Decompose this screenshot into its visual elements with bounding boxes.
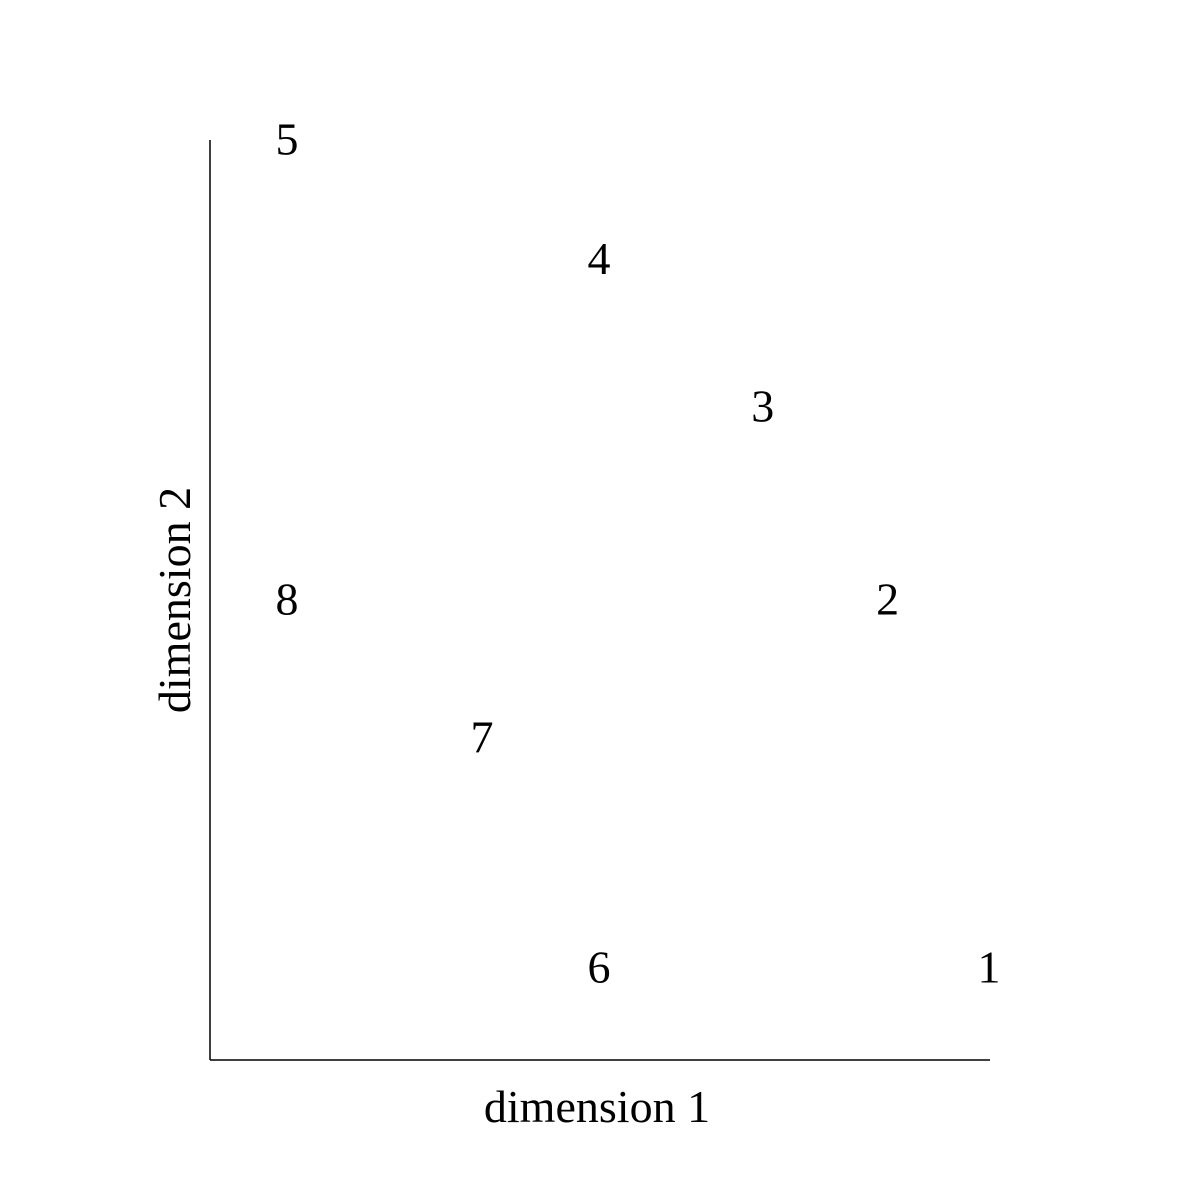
point-label-8: 8 — [276, 574, 299, 625]
y-axis-title: dimension 2 — [149, 487, 200, 713]
point-label-5: 5 — [276, 114, 299, 165]
point-label-2: 2 — [876, 574, 899, 625]
point-label-4: 4 — [588, 233, 611, 284]
points-layer: 1 2 3 4 5 6 7 8 — [276, 114, 1001, 993]
point-label-6: 6 — [588, 942, 611, 993]
point-label-1: 1 — [978, 942, 1001, 993]
x-axis-title: dimension 1 — [484, 1081, 710, 1132]
point-label-7: 7 — [471, 712, 494, 763]
point-label-3: 3 — [751, 380, 774, 431]
